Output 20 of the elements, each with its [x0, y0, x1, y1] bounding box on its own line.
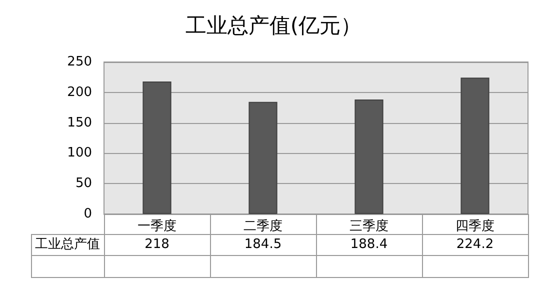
bar [354, 99, 384, 214]
bar [142, 81, 172, 214]
bar [248, 102, 278, 214]
y-tick-label: 200 [67, 84, 92, 100]
x-tick-label: 二季度 [244, 218, 282, 234]
y-tick-label: 250 [67, 54, 92, 70]
x-tick-label: 三季度 [350, 218, 388, 234]
y-tick-label: 150 [67, 115, 92, 130]
y-tick-label: 0 [84, 206, 92, 222]
x-tick-label: 一季度 [138, 218, 176, 234]
x-tick-label: 四季度 [456, 218, 494, 234]
data-label: 224.2 [455, 236, 495, 254]
data-label: 188.4 [349, 236, 389, 254]
data-label: 218 [144, 236, 170, 254]
text: 工业总产值 [34, 236, 101, 254]
data-label: 184.5 [243, 236, 283, 254]
y-tick-label: 100 [67, 146, 92, 161]
bar [460, 78, 490, 214]
y-tick-label: 50 [75, 176, 92, 192]
chart-title: 工业总产值(亿元） [185, 14, 362, 38]
